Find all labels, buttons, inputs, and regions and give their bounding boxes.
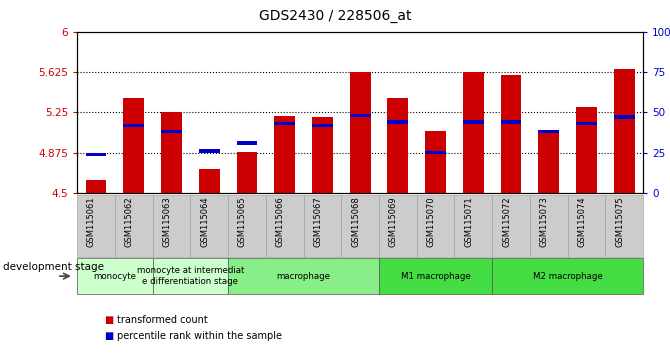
Bar	[425, 151, 446, 154]
Text: GSM115063: GSM115063	[162, 196, 172, 247]
Text: GSM115070: GSM115070	[427, 196, 436, 247]
Bar	[614, 69, 634, 193]
Text: GSM115061: GSM115061	[87, 196, 96, 247]
Text: percentile rank within the sample: percentile rank within the sample	[117, 331, 282, 341]
Bar	[500, 75, 521, 193]
Bar	[500, 120, 521, 124]
Bar	[274, 122, 295, 125]
Bar	[86, 153, 107, 156]
Text: GSM115074: GSM115074	[578, 196, 587, 247]
Bar	[387, 98, 408, 193]
Text: GSM115067: GSM115067	[314, 196, 322, 247]
Bar	[350, 114, 371, 118]
Text: GSM115062: GSM115062	[125, 196, 134, 247]
Bar	[312, 124, 333, 127]
Text: GSM115064: GSM115064	[200, 196, 209, 247]
Bar	[425, 131, 446, 193]
Text: ■: ■	[104, 331, 113, 341]
Text: GSM115072: GSM115072	[502, 196, 511, 247]
Bar	[576, 122, 597, 125]
Text: macrophage: macrophage	[277, 272, 330, 281]
Bar	[237, 152, 257, 193]
Bar	[463, 120, 484, 124]
Text: ■: ■	[104, 315, 113, 325]
Bar	[463, 72, 484, 193]
Bar	[274, 116, 295, 193]
Bar	[123, 124, 144, 127]
Text: GSM115065: GSM115065	[238, 196, 247, 247]
Bar	[312, 117, 333, 193]
Bar	[387, 120, 408, 124]
Bar	[614, 115, 634, 119]
Bar	[237, 141, 257, 145]
Text: GSM115069: GSM115069	[389, 196, 398, 247]
Bar	[576, 107, 597, 193]
Text: monocyte at intermediat
e differentiation stage: monocyte at intermediat e differentiatio…	[137, 267, 244, 286]
Bar	[350, 72, 371, 193]
Bar	[161, 130, 182, 133]
Text: GSM115073: GSM115073	[540, 196, 549, 247]
Text: M2 macrophage: M2 macrophage	[533, 272, 602, 281]
Bar	[86, 180, 107, 193]
Text: transformed count: transformed count	[117, 315, 208, 325]
Text: GSM115071: GSM115071	[464, 196, 473, 247]
Text: GSM115066: GSM115066	[275, 196, 285, 247]
Bar	[539, 130, 559, 133]
Text: development stage: development stage	[3, 262, 105, 272]
Text: GDS2430 / 228506_at: GDS2430 / 228506_at	[259, 9, 411, 23]
Bar	[123, 98, 144, 193]
Bar	[161, 113, 182, 193]
Bar	[199, 169, 220, 193]
Text: GSM115068: GSM115068	[351, 196, 360, 247]
Bar	[539, 131, 559, 193]
Text: M1 macrophage: M1 macrophage	[401, 272, 470, 281]
Text: GSM115075: GSM115075	[615, 196, 624, 247]
Text: monocyte: monocyte	[93, 272, 136, 281]
Bar	[199, 149, 220, 153]
